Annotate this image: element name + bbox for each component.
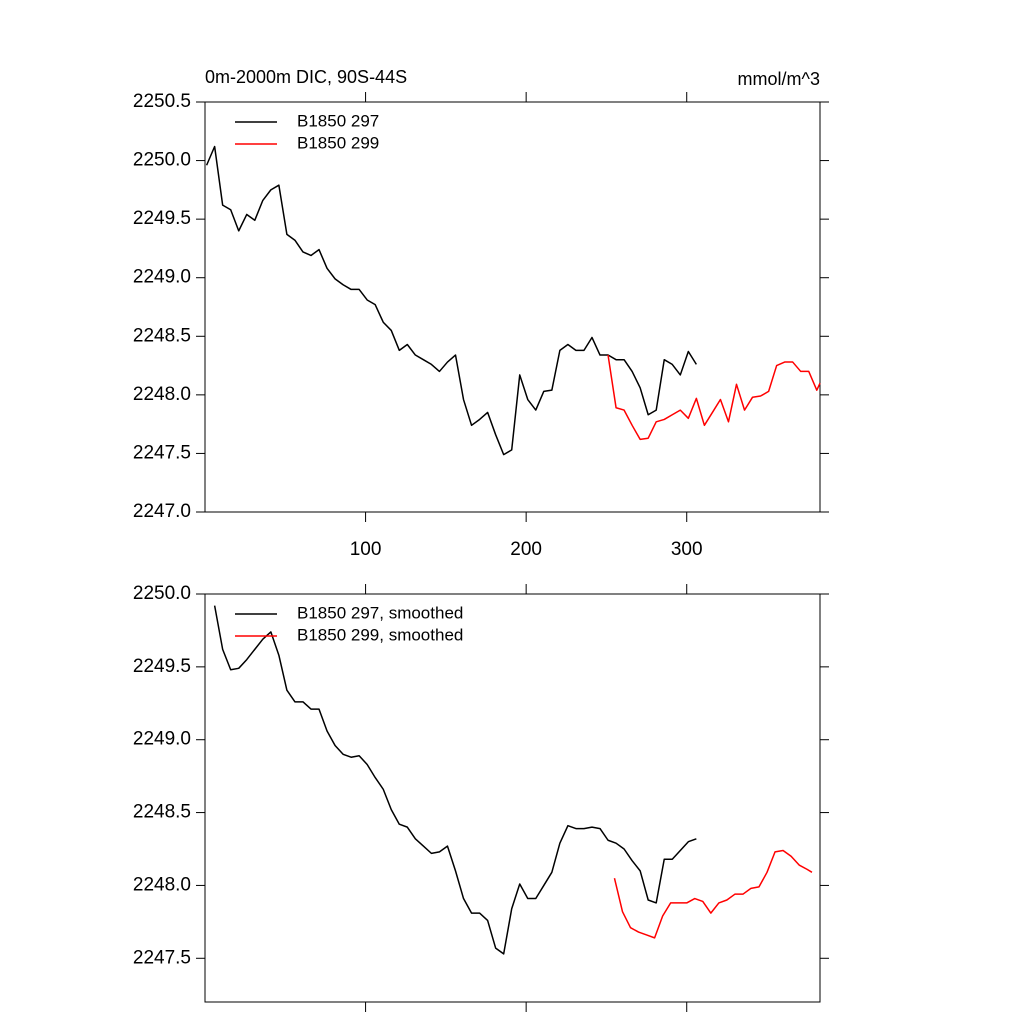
y-tick-label: 2248.0	[133, 874, 191, 895]
legend-label: B1850 299, smoothed	[297, 625, 463, 644]
series-line	[213, 605, 697, 955]
legend-label: B1850 299	[297, 133, 379, 152]
y-tick-label: 2248.5	[133, 802, 191, 823]
x-tick-label: 200	[510, 539, 542, 560]
y-tick-label: 2249.5	[133, 656, 191, 677]
y-tick-label: 2247.5	[133, 442, 191, 463]
chart-title: 0m-2000m DIC, 90S-44S	[205, 67, 407, 87]
legend-label: B1850 297, smoothed	[297, 603, 463, 622]
y-tick-label: 2250.0	[133, 583, 191, 604]
legend-label: B1850 297	[297, 111, 379, 130]
series-line	[607, 354, 821, 441]
y-tick-label: 2249.0	[133, 729, 191, 750]
series-line	[205, 145, 697, 456]
x-tick-label: 100	[350, 539, 382, 560]
plot-frame	[204, 593, 821, 1003]
y-tick-label: 2250.0	[133, 150, 191, 171]
plot-frame	[204, 101, 821, 513]
units-label: mmol/m^3	[738, 69, 820, 89]
series-line	[613, 849, 813, 939]
y-tick-label: 2247.5	[133, 947, 191, 968]
y-tick-label: 2249.5	[133, 208, 191, 229]
y-tick-label: 2247.0	[133, 501, 191, 522]
y-tick-label: 2250.5	[133, 91, 191, 112]
x-tick-label: 300	[671, 539, 703, 560]
y-tick-label: 2249.0	[133, 267, 191, 288]
y-tick-label: 2248.0	[133, 384, 191, 405]
y-tick-label: 2248.5	[133, 325, 191, 346]
